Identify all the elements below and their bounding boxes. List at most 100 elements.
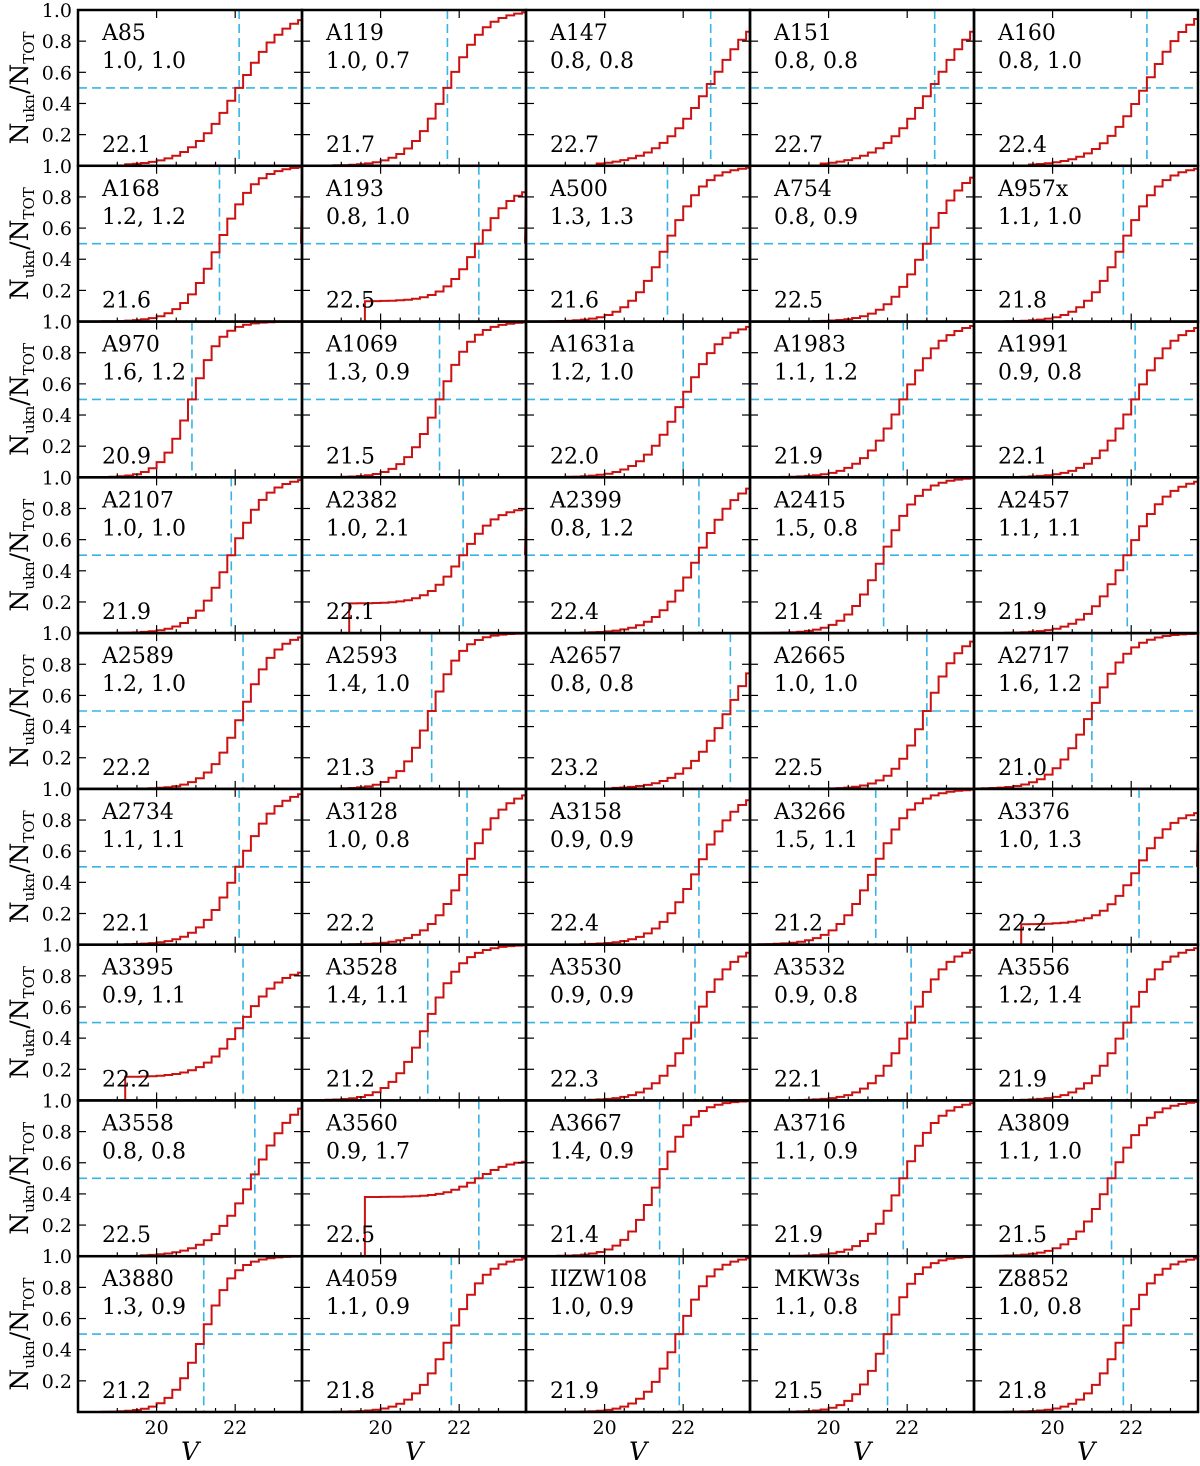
cluster-params: 1.4, 0.9	[550, 1139, 634, 1164]
cluster-params: 0.9, 0.8	[774, 984, 858, 1009]
cluster-name: Z8852	[998, 1267, 1069, 1292]
cluster-name: A1991	[997, 333, 1070, 358]
cluster-name: A3716	[773, 1111, 846, 1136]
completeness-curve	[324, 632, 526, 790]
y-tick-label: 0.6	[42, 62, 72, 84]
cluster-limit: 22.1	[774, 1067, 823, 1092]
panel-a500: A500 1.3, 1.3 21.6	[524, 164, 752, 323]
cluster-params: 1.1, 1.0	[998, 205, 1082, 230]
completeness-curve	[324, 11, 526, 167]
panel-a2665: A2665 1.0, 1.0 22.5	[748, 631, 976, 791]
completeness-curve	[308, 944, 526, 1102]
cluster-name: A970	[101, 333, 160, 358]
cluster-name: A168	[101, 177, 160, 202]
x-axis-label: V	[629, 1437, 650, 1466]
y-tick-label: 0.2	[42, 1059, 72, 1081]
cluster-params: 0.9, 0.9	[550, 828, 634, 853]
y-tick-label: 0.6	[42, 374, 72, 396]
y-tick-label: 0.4	[42, 1340, 72, 1362]
cluster-limit: 21.2	[326, 1067, 375, 1092]
completeness-curve	[595, 30, 750, 166]
panel-a2717: A2717 1.6, 1.2 21.0	[972, 631, 1200, 791]
x-axis-label: V	[405, 1437, 426, 1466]
cluster-params: 1.3, 0.9	[326, 361, 410, 386]
cluster-params: 1.0, 1.3	[998, 828, 1082, 853]
cluster-name: A160	[997, 21, 1056, 46]
completeness-curve	[764, 477, 974, 634]
panel-a3376: A3376 1.0, 1.3 22.2	[972, 787, 1200, 946]
y-tick-label: 0.6	[42, 1309, 72, 1331]
y-tick-label: 0.8	[42, 810, 72, 832]
y-tick-label: 0.8	[42, 498, 72, 520]
cluster-name: A2415	[773, 488, 846, 513]
y-tick-label: 0.4	[42, 1028, 72, 1050]
completeness-curve	[1020, 812, 1200, 945]
panel-a2399: A2399 0.8, 1.2 22.4	[524, 476, 752, 635]
cluster-params: 0.8, 1.0	[998, 49, 1082, 74]
cluster-limit: 22.4	[550, 600, 599, 625]
cluster-limit: 22.1	[102, 912, 151, 937]
completeness-curve	[580, 799, 750, 946]
panel-a3532: A3532 0.9, 0.8 22.1	[748, 943, 976, 1102]
cluster-params: 0.8, 0.8	[102, 1139, 186, 1164]
y-axis-label: Nukn/NTOT	[5, 810, 38, 923]
cluster-limit: 21.9	[998, 600, 1047, 625]
cluster-params: 1.0, 0.8	[326, 828, 410, 853]
cluster-name: A754	[773, 177, 832, 202]
cluster-limit: 22.2	[326, 912, 375, 937]
cluster-name: A85	[101, 21, 146, 46]
completeness-curve	[1020, 327, 1198, 478]
cluster-params: 0.9, 1.1	[102, 984, 186, 1009]
y-tick-label: 0.2	[42, 280, 72, 302]
cluster-params: 1.3, 1.3	[550, 205, 634, 230]
cluster-limit: 22.1	[326, 600, 375, 625]
cluster-limit: 21.6	[550, 289, 599, 314]
cluster-limit: 22.1	[998, 444, 1047, 469]
cluster-params: 1.0, 1.0	[774, 672, 858, 697]
panel-a754: A754 0.8, 0.9 22.5	[748, 164, 976, 323]
y-tick-label: 0.2	[42, 592, 72, 614]
cluster-limit: 22.5	[774, 289, 823, 314]
y-tick-label: 0.2	[42, 125, 72, 147]
cluster-params: 1.2, 1.4	[998, 984, 1082, 1009]
panel-a1991: A1991 0.9, 0.8 22.1	[972, 320, 1200, 479]
cluster-name: A151	[773, 21, 832, 46]
x-tick-label: 20	[145, 1417, 169, 1439]
cluster-limit: 21.9	[102, 600, 151, 625]
y-tick-label: 0.6	[42, 997, 72, 1019]
cluster-params: 1.1, 0.8	[774, 1295, 858, 1320]
cluster-params: 1.5, 1.1	[774, 828, 858, 853]
cluster-name: A1069	[325, 333, 398, 358]
y-axis-label: Nukn/NTOT	[5, 966, 38, 1079]
cluster-limit: 23.2	[550, 756, 599, 781]
cluster-limit: 22.4	[550, 912, 599, 937]
cluster-name: A2593	[325, 644, 398, 669]
cluster-params: 0.9, 1.7	[326, 1139, 410, 1164]
cluster-limit: 22.5	[774, 756, 823, 781]
cluster-limit: 22.1	[102, 133, 151, 158]
cluster-name: A4059	[325, 1267, 398, 1292]
x-tick-label: 22	[671, 1417, 695, 1439]
panel-a2382: A2382 1.0, 2.1 22.1	[300, 476, 528, 635]
panel-z8852: Z8852 1.0, 0.8 21.8 20 22 V	[972, 1254, 1200, 1466]
cluster-limit: 21.9	[998, 1067, 1047, 1092]
panel-a2734: A2734 1.1, 1.1 22.1 0.2 0.4 0.6 0.8 1.0Nukn/NTO…	[5, 779, 304, 946]
panel-a3556: A3556 1.2, 1.4 21.9	[972, 943, 1200, 1102]
cluster-limit: 22.5	[326, 289, 375, 314]
panel-a2107: A2107 1.0, 1.0 21.9 0.2 0.4 0.6 0.8 1.0Nukn/NTO…	[5, 467, 304, 635]
completeness-curve	[756, 788, 974, 946]
cluster-name: A3266	[773, 800, 846, 825]
panel-a1631a: A1631a 1.2, 1.0 22.0	[524, 320, 752, 479]
cluster-name: A3158	[549, 800, 622, 825]
y-tick-label: 1.0	[42, 1090, 72, 1112]
completeness-curve	[363, 1160, 526, 1257]
cluster-name: A3532	[773, 956, 846, 981]
y-tick-label: 0.4	[42, 405, 72, 427]
y-tick-label: 1.0	[42, 467, 72, 489]
panel-a151: A151 0.8, 0.8 22.7	[748, 8, 976, 168]
panel-a2415: A2415 1.5, 0.8 21.4	[748, 476, 976, 635]
cluster-name: A2717	[997, 644, 1070, 669]
